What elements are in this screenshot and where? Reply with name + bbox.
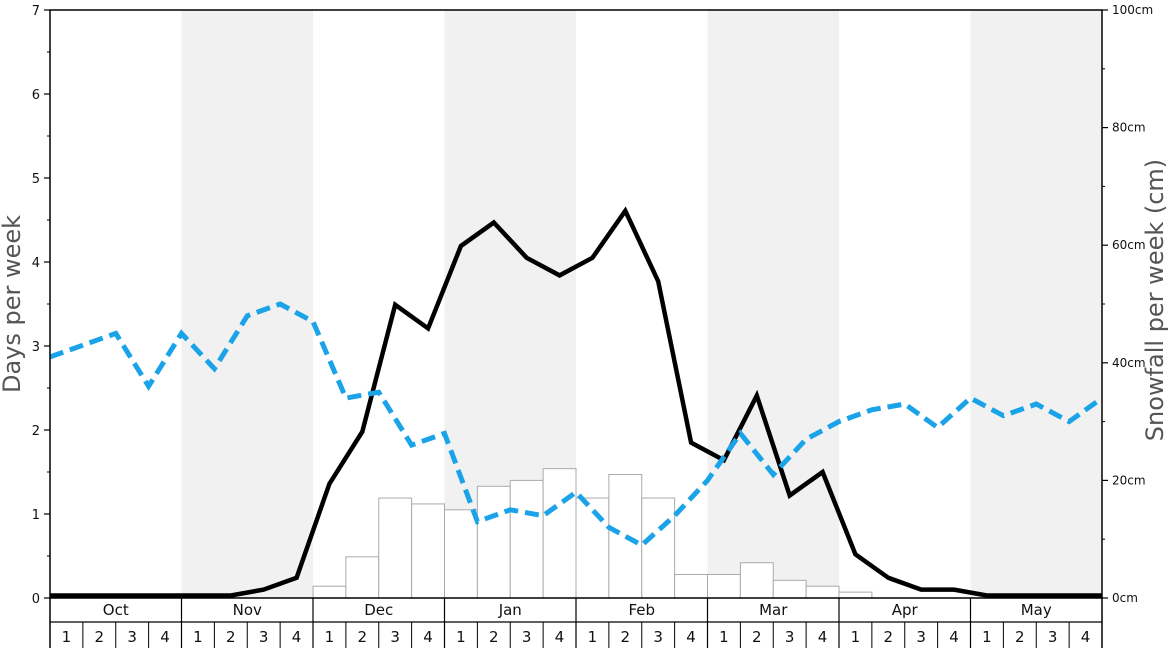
snowfall-bar: [509, 479, 544, 599]
left-tick-label: 4: [32, 256, 40, 271]
month-label: Jan: [498, 601, 522, 619]
month-label: Dec: [364, 601, 393, 619]
left-tick-label: 6: [32, 88, 40, 103]
month-label: Mar: [759, 601, 788, 619]
snowfall-bar: [641, 497, 676, 599]
month-label: May: [1021, 601, 1052, 619]
month-shade-nov: [181, 10, 313, 598]
week-label: 3: [916, 628, 926, 646]
series-lines: [49, 206, 1104, 598]
left-tick-label: 1: [32, 508, 40, 523]
right-tick-label: 0cm: [1112, 591, 1138, 605]
snowfall-bar: [345, 556, 380, 599]
solid-series-line: [50, 206, 1102, 598]
week-label: 3: [653, 628, 663, 646]
week-label: 1: [851, 628, 861, 646]
week-label: 2: [95, 628, 105, 646]
right-tick-label: 80cm: [1112, 121, 1146, 135]
dashed-series-line: [49, 301, 1104, 549]
month-axis: Oct 1 2 3 4 Nov 1 2 3 4 Dec 1 2 3 4 Jan 1 2 3 4 Feb 1 2 3 4 Mar 1 2…: [49, 598, 1103, 648]
snowfall-bar: [805, 585, 840, 599]
left-tick-label: 5: [32, 172, 40, 187]
week-label: 1: [456, 628, 466, 646]
week-label: 4: [949, 628, 959, 646]
left-axis: 0 1 2 3 4 5 6 7: [32, 4, 50, 607]
week-label: 4: [1081, 628, 1091, 646]
week-label: 1: [325, 628, 335, 646]
snowfall-bar: [312, 585, 347, 599]
right-tick-label: 100cm: [1112, 3, 1153, 17]
week-label: 2: [621, 628, 631, 646]
week-label: 3: [127, 628, 137, 646]
snowfall-bar: [411, 503, 445, 599]
week-label: 2: [1015, 628, 1025, 646]
right-tick-label: 60cm: [1112, 238, 1146, 252]
week-label: 4: [686, 628, 696, 646]
month-shade-mar: [707, 10, 839, 598]
snowfall-bar: [674, 573, 708, 599]
snowfall-bar: [739, 562, 774, 599]
snowfall-bar: [707, 573, 741, 599]
week-label: 2: [752, 628, 762, 646]
left-tick-label: 0: [32, 592, 40, 607]
week-label: 4: [555, 628, 565, 646]
week-label: 4: [423, 628, 433, 646]
week-label: 3: [1048, 628, 1058, 646]
week-label: 1: [62, 628, 72, 646]
week-label: 4: [160, 628, 170, 646]
right-axis: 0cm 20cm 40cm 60cm 80cm 100cm: [1102, 3, 1153, 605]
week-label: 3: [522, 628, 532, 646]
month-label: Oct: [103, 601, 129, 619]
snowfall-bar: [772, 579, 807, 599]
right-tick-label: 20cm: [1112, 473, 1146, 487]
week-label: 3: [785, 628, 795, 646]
week-label: 4: [818, 628, 828, 646]
week-label: 1: [719, 628, 729, 646]
week-label: 2: [226, 628, 236, 646]
week-label: 1: [193, 628, 203, 646]
left-tick-label: 7: [32, 4, 40, 19]
week-label: 4: [292, 628, 302, 646]
left-tick-label: 2: [32, 424, 40, 439]
right-axis-title: Snowfall per week (cm): [1141, 159, 1168, 441]
snowfall-bar: [838, 591, 873, 599]
week-label: 3: [390, 628, 400, 646]
month-label: Feb: [628, 601, 655, 619]
month-shading-layer: [181, 10, 1102, 598]
snowfall-bar: [476, 485, 511, 599]
right-tick-label: 40cm: [1112, 356, 1146, 370]
month-label: Nov: [233, 601, 262, 619]
week-label: 1: [982, 628, 992, 646]
week-label: 1: [588, 628, 598, 646]
left-axis-title: Days per week: [0, 215, 26, 393]
week-label: 2: [358, 628, 368, 646]
snowfall-bar: [378, 497, 413, 599]
week-label: 2: [489, 628, 499, 646]
left-tick-label: 3: [32, 340, 40, 355]
snowfall-bar: [444, 509, 478, 599]
month-label: Apr: [892, 601, 919, 619]
snowfall-bar: [542, 468, 577, 599]
week-label: 2: [884, 628, 894, 646]
week-label: 3: [259, 628, 269, 646]
snowfall-bar: [608, 474, 643, 599]
snowfall-bars: [312, 468, 873, 599]
month-shade-may: [970, 10, 1102, 598]
